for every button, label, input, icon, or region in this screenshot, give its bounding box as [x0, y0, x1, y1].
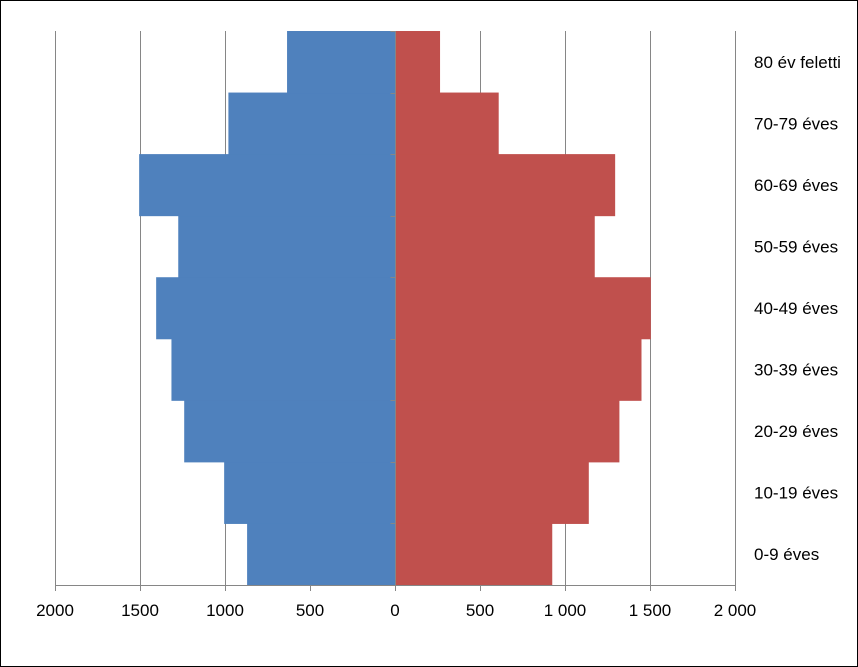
x-tick-label: 1 500 — [629, 601, 672, 620]
category-label: 70-79 éves — [754, 114, 838, 133]
x-tick-label: 1000 — [206, 601, 244, 620]
category-label: 60-69 éves — [754, 176, 838, 195]
category-label: 30-39 éves — [754, 361, 838, 380]
bar-right — [395, 154, 616, 217]
category-label: 20-29 éves — [754, 422, 838, 441]
bar-left — [228, 92, 395, 155]
bar-left — [156, 277, 395, 340]
bar-right — [395, 523, 553, 586]
bar-right — [395, 92, 499, 155]
category-label: 80 év feletti — [754, 53, 841, 72]
bar-right — [395, 400, 620, 463]
x-tick-label: 500 — [296, 601, 324, 620]
bar-right — [395, 31, 441, 94]
bar-right — [395, 338, 642, 401]
bars — [139, 31, 651, 586]
axes — [55, 31, 736, 591]
x-tick-label: 1500 — [121, 601, 159, 620]
category-label: 0-9 éves — [754, 545, 819, 564]
x-tick-label: 2000 — [36, 601, 74, 620]
category-label: 40-49 éves — [754, 299, 838, 318]
category-label: 50-59 éves — [754, 237, 838, 256]
bar-left — [184, 400, 395, 463]
bar-left — [224, 461, 395, 524]
bar-right — [395, 215, 595, 278]
bar-left — [139, 154, 395, 217]
x-tick-label: 500 — [466, 601, 494, 620]
bar-left — [171, 338, 395, 401]
category-label: 10-19 éves — [754, 484, 838, 503]
bar-left — [247, 523, 395, 586]
x-tick-label: 2 000 — [714, 601, 757, 620]
x-tick-label: 1 000 — [544, 601, 587, 620]
x-tick-label: 0 — [390, 601, 399, 620]
bar-right — [395, 277, 651, 340]
bar-left — [178, 215, 395, 278]
bar-left — [287, 31, 395, 94]
bar-right — [395, 461, 589, 524]
